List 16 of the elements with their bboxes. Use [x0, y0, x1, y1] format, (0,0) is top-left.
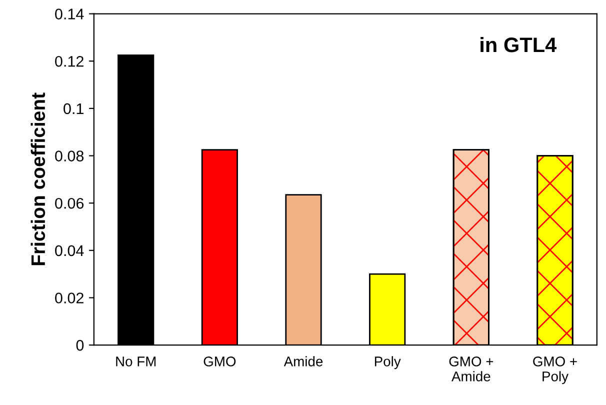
y-tick-label: 0.06 [55, 198, 84, 209]
text: in GTL4 [480, 36, 557, 52]
y-tick-label: 0 [76, 340, 84, 351]
x-tick-label: Poly [374, 356, 401, 370]
y-tick-label: 0.04 [55, 245, 84, 256]
y-tick-label: 0.14 [55, 8, 84, 20]
x-tick-label: GMO [204, 356, 236, 366]
x-tick-label: No FM [116, 356, 156, 366]
y-axis-title: Friction coefficient [30, 92, 46, 266]
y-tick-label: 0.08 [55, 150, 84, 162]
x-tick-label: GMO + Poly [533, 356, 577, 384]
y-tick-label: 0.12 [55, 56, 84, 67]
y-tick-label: 0.1 [64, 103, 84, 114]
x-tick-label: Amide [284, 356, 323, 366]
y-tick-label: 0.02 [55, 292, 84, 304]
x-tick-label: GMO + Amide [449, 356, 494, 382]
